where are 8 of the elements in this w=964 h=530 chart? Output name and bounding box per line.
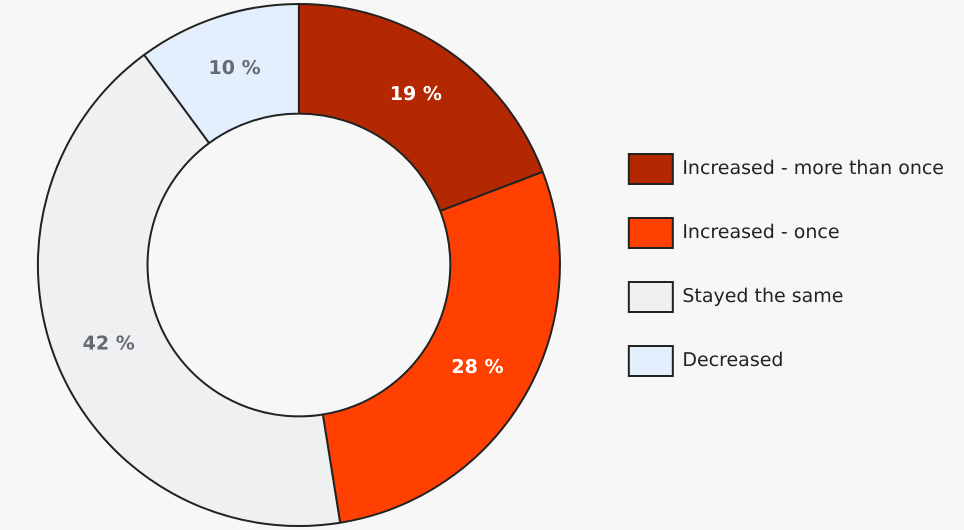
data-label: 10 % xyxy=(208,57,261,80)
data-label: 19 % xyxy=(390,83,442,106)
legend-label: Decreased xyxy=(682,348,784,371)
legend-label: Increased - once xyxy=(682,220,840,243)
legend-label: Stayed the same xyxy=(682,284,844,307)
data-label: 42 % xyxy=(82,332,135,355)
data-label: 28 % xyxy=(451,356,504,378)
legend-label: Increased - more than once xyxy=(682,156,944,179)
